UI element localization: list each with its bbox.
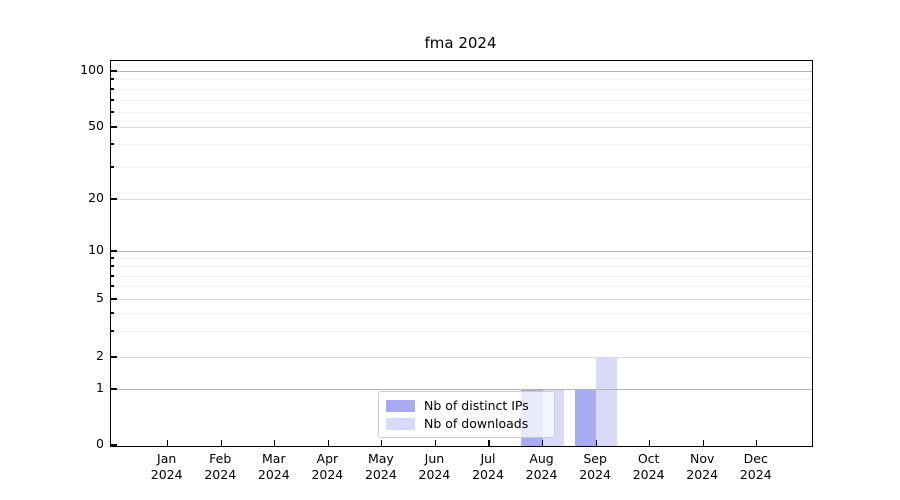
legend-swatch-distinct-ips [386,399,415,412]
y-minor-tick-90 [111,78,114,80]
bar-sep-downloads [596,357,618,446]
x-tick-label-nov: Nov 2024 [686,451,719,482]
y-tick-10 [111,250,117,252]
y-minor-tick-30 [111,166,114,168]
x-tick-label-apr: Apr 2024 [311,451,344,482]
x-tick-mar [274,440,276,446]
y-gridline-20 [111,199,812,200]
x-tick-aug [541,440,544,446]
y-tick-100 [111,70,117,72]
y-minor-gridline-80 [111,89,812,90]
legend-entry-distinct-ips: Nb of distinct IPs [386,398,547,413]
y-minor-gridline-30 [111,167,812,168]
y-tick-label-2: 2 [96,348,104,363]
y-gridline-100 [111,71,812,72]
x-tick-label-oct: Oct 2024 [632,451,665,482]
y-gridline-5 [111,299,812,300]
y-minor-gridline-6 [111,286,812,287]
y-gridline-10 [111,251,812,252]
y-minor-gridline-9 [111,258,812,259]
x-tick-jul [488,440,490,446]
y-tick-label-1: 1 [96,380,104,395]
y-minor-tick-70 [111,99,114,101]
x-tick-label-may: May 2024 [364,451,397,482]
y-minor-gridline-3 [111,331,812,332]
y-minor-tick-40 [111,143,114,145]
legend-entry-downloads: Nb of downloads [386,416,547,431]
x-tick-label-dec: Dec 2024 [739,451,772,482]
y-minor-gridline-40 [111,144,812,145]
x-tick-jan [167,440,169,446]
x-tick-label-feb: Feb 2024 [204,451,237,482]
x-tick-oct [649,440,651,446]
x-tick-label-sep: Sep 2024 [579,451,611,482]
y-tick-5 [111,298,117,300]
legend-label-distinct-ips: Nb of distinct IPs [424,398,529,413]
y-gridline-1 [111,389,812,390]
y-minor-tick-4 [111,312,114,314]
x-tick-nov [702,440,704,446]
y-minor-tick-80 [111,88,114,90]
y-minor-tick-6 [111,285,114,287]
y-tick-label-100: 100 [80,62,104,77]
y-tick-1 [111,388,117,390]
ticks-layer [111,61,812,446]
y-gridline-2 [111,357,812,358]
y-tick-50 [111,126,117,128]
y-tick-label-50: 50 [88,118,104,133]
y-minor-gridline-60 [111,112,812,113]
y-gridline-50 [111,127,812,128]
bar-sep-distinct-ips [574,389,597,446]
y-minor-tick-60 [111,111,114,113]
x-tick-label-jun: Jun 2024 [418,451,451,482]
x-tick-label-jul: Jul 2024 [472,451,504,482]
y-tick-20 [111,198,117,200]
x-tick-may [381,440,383,446]
x-tick-sep [595,440,597,446]
chart-title: fma 2024 [424,34,497,52]
y-minor-tick-7 [111,275,114,277]
legend-swatch-downloads [386,417,415,430]
y-minor-tick-3 [111,330,114,332]
legend-label-downloads: Nb of downloads [424,416,529,431]
x-tick-feb [220,440,222,446]
x-tick-apr [327,440,329,446]
y-minor-gridline-4 [111,313,812,314]
y-tick-label-0: 0 [96,436,104,451]
y-minor-gridline-90 [111,79,812,80]
y-minor-gridline-70 [111,100,812,101]
x-tick-label-mar: Mar 2024 [257,451,290,482]
y-minor-gridline-8 [111,266,812,267]
y-tick-2 [111,356,117,358]
y-minor-tick-8 [111,265,114,267]
x-tick-jun [434,440,437,446]
legend: Nb of distinct IPs Nb of downloads [378,391,555,438]
y-minor-gridline-7 [111,276,812,277]
x-tick-label-jan: Jan 2024 [150,451,183,482]
gridlines-layer [111,61,812,446]
y-tick-0 [111,444,117,446]
plot-area [110,60,813,447]
x-tick-label-aug: Aug 2024 [525,451,558,482]
x-tick-dec [756,440,758,446]
y-tick-label-10: 10 [88,242,104,257]
y-tick-label-5: 5 [96,290,104,305]
y-minor-tick-9 [111,257,114,259]
y-tick-label-20: 20 [88,190,104,205]
